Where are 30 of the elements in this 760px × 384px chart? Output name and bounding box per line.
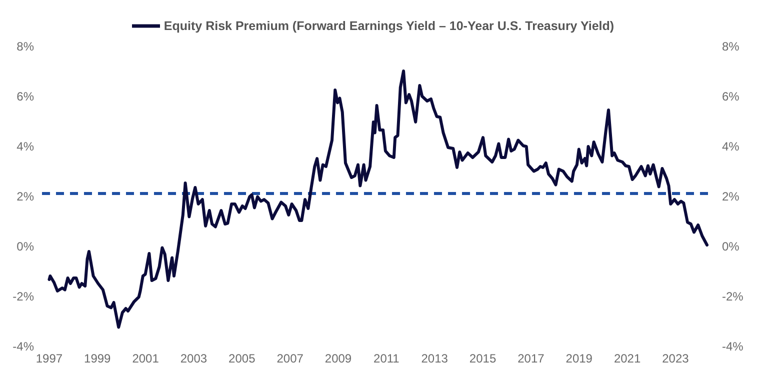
x-tick-label: 2003: [180, 352, 208, 366]
x-tick-label: 2001: [132, 352, 160, 366]
y-tick-label: 2%: [16, 189, 34, 204]
y2-tick-label: 4%: [722, 139, 740, 154]
x-tick-label: 2011: [374, 352, 400, 366]
y-tick-label: -4%: [12, 339, 34, 354]
y2-tick-label: 2%: [722, 189, 740, 204]
x-tick-label: 2009: [324, 352, 352, 366]
y-tick-label: 8%: [16, 39, 34, 54]
y-tick-label: 0%: [16, 239, 34, 254]
x-tick-label: 1997: [36, 352, 63, 366]
x-tick-label: 2019: [566, 352, 593, 366]
y-tick-label: 4%: [16, 139, 34, 154]
legend-label: Equity Risk Premium (Forward Earnings Yield – 10-Year U.S. Treasury Yield): [164, 19, 614, 34]
y-tick-label: 6%: [16, 89, 34, 104]
y-tick-label: -2%: [12, 289, 34, 304]
x-tick-label: 2007: [276, 352, 304, 366]
x-tick-label: 2005: [228, 352, 256, 366]
y2-tick-label: 8%: [722, 39, 740, 54]
x-tick-label: 2015: [469, 352, 496, 366]
y2-tick-label: -2%: [722, 289, 744, 304]
y2-tick-label: 0%: [722, 239, 740, 254]
y2-tick-label: 6%: [722, 89, 740, 104]
line-series: [48, 70, 709, 329]
x-tick-label: 1999: [84, 352, 112, 366]
x-tick-label: 2013: [421, 352, 448, 366]
y2-tick-label: -4%: [722, 339, 744, 354]
x-tick-label: 2021: [614, 352, 641, 366]
x-tick-label: 2023: [662, 352, 690, 366]
x-tick-label: 2017: [518, 352, 545, 366]
